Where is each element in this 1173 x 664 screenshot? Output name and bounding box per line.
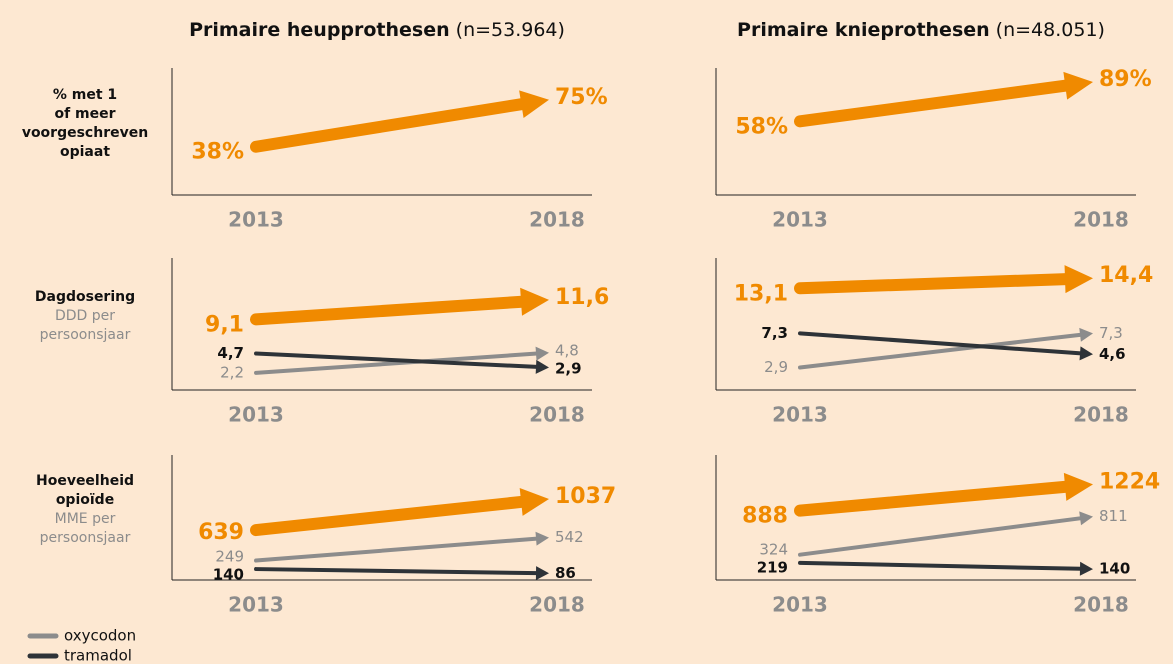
data-label: 9,1 (205, 312, 244, 337)
series-line (250, 295, 529, 326)
data-label: 7,3 (1099, 324, 1123, 342)
data-label: 249 (215, 548, 244, 566)
series-line (798, 332, 1084, 370)
legend-label: tramadol (64, 647, 132, 664)
row-label: of meer (54, 106, 115, 122)
series-line (798, 516, 1084, 557)
data-label: 38% (191, 140, 244, 165)
data-label: 75% (555, 85, 608, 110)
series-line (254, 351, 540, 369)
arrowhead (1079, 327, 1093, 342)
arrowhead (1063, 71, 1093, 100)
data-label: 1224 (1099, 469, 1160, 494)
arrowhead (535, 531, 549, 546)
data-label: 89% (1099, 67, 1152, 92)
series-line (798, 331, 1084, 356)
series-line (250, 98, 529, 153)
series-line (798, 560, 1083, 571)
row-label: opioïde (56, 492, 114, 508)
row-label: opiaat (60, 144, 110, 160)
column-title-n: (n=53.964) (456, 19, 565, 41)
data-label: 58% (735, 114, 788, 139)
series-line (254, 351, 540, 375)
arrowhead (1079, 346, 1093, 361)
row-sublabel: persoonsjaar (40, 327, 131, 343)
data-label: 140 (213, 566, 244, 584)
row-label: Dagdosering (35, 289, 135, 305)
data-label: 86 (555, 564, 576, 582)
series-line (254, 567, 540, 576)
arrowhead (520, 287, 549, 316)
row-label: voorgeschreven (22, 125, 148, 141)
data-label: 140 (1099, 560, 1130, 578)
arrowhead (1079, 511, 1093, 526)
row-sublabel: MME per (55, 511, 116, 527)
column-title: Primaire knieprothesen (n=48.051) (737, 19, 1105, 41)
data-label: 13,1 (734, 281, 788, 306)
data-label: 324 (759, 540, 788, 558)
x-tick-label: 2013 (228, 208, 284, 232)
x-tick-label: 2018 (1073, 403, 1129, 427)
arrowhead (519, 488, 549, 516)
data-label: 11,6 (555, 285, 609, 310)
data-label: 2,9 (764, 358, 788, 376)
column-title: Primaire heupprothesen (n=53.964) (189, 19, 565, 41)
data-label: 542 (555, 528, 584, 546)
data-label: 7,3 (761, 324, 788, 342)
row-sublabel: DDD per (55, 308, 115, 324)
series-line (794, 273, 1073, 295)
arrowhead (519, 90, 549, 119)
data-label: 14,4 (1099, 263, 1153, 288)
x-tick-label: 2013 (228, 403, 284, 427)
arrowhead (535, 359, 549, 374)
column-title-main: Primaire knieprothesen (737, 19, 990, 41)
legend-label: oxycodon (64, 627, 136, 645)
x-tick-label: 2018 (529, 403, 585, 427)
x-tick-label: 2013 (772, 403, 828, 427)
column-title-n: (n=48.051) (996, 19, 1105, 41)
x-tick-label: 2018 (529, 593, 585, 617)
row-label: % met 1 (53, 87, 117, 103)
data-label: 4,6 (1099, 345, 1126, 363)
row-sublabel: persoonsjaar (40, 530, 131, 546)
arrowhead (1064, 265, 1093, 294)
x-tick-label: 2018 (1073, 593, 1129, 617)
arrowhead (535, 566, 549, 581)
data-label: 4,8 (555, 342, 579, 360)
row-label: Hoeveelheid (36, 473, 134, 489)
arrowhead (1079, 561, 1093, 576)
data-label: 219 (757, 558, 788, 576)
series-line (250, 495, 529, 537)
series-line (794, 79, 1073, 128)
data-label: 2,9 (555, 360, 582, 378)
data-label: 4,7 (217, 344, 244, 362)
arrowhead (535, 346, 549, 361)
x-tick-label: 2018 (1073, 208, 1129, 232)
x-tick-label: 2013 (772, 208, 828, 232)
x-tick-label: 2013 (772, 593, 828, 617)
data-label: 811 (1099, 507, 1128, 525)
series-line (794, 480, 1073, 517)
data-label: 888 (742, 504, 788, 529)
series-line (254, 536, 540, 563)
column-title-main: Primaire heupprothesen (189, 19, 450, 41)
data-label: 639 (198, 520, 244, 545)
x-tick-label: 2013 (228, 593, 284, 617)
arrowhead (1063, 472, 1093, 501)
data-label: 2,2 (220, 363, 244, 381)
data-label: 1037 (555, 484, 616, 509)
x-tick-label: 2018 (529, 208, 585, 232)
